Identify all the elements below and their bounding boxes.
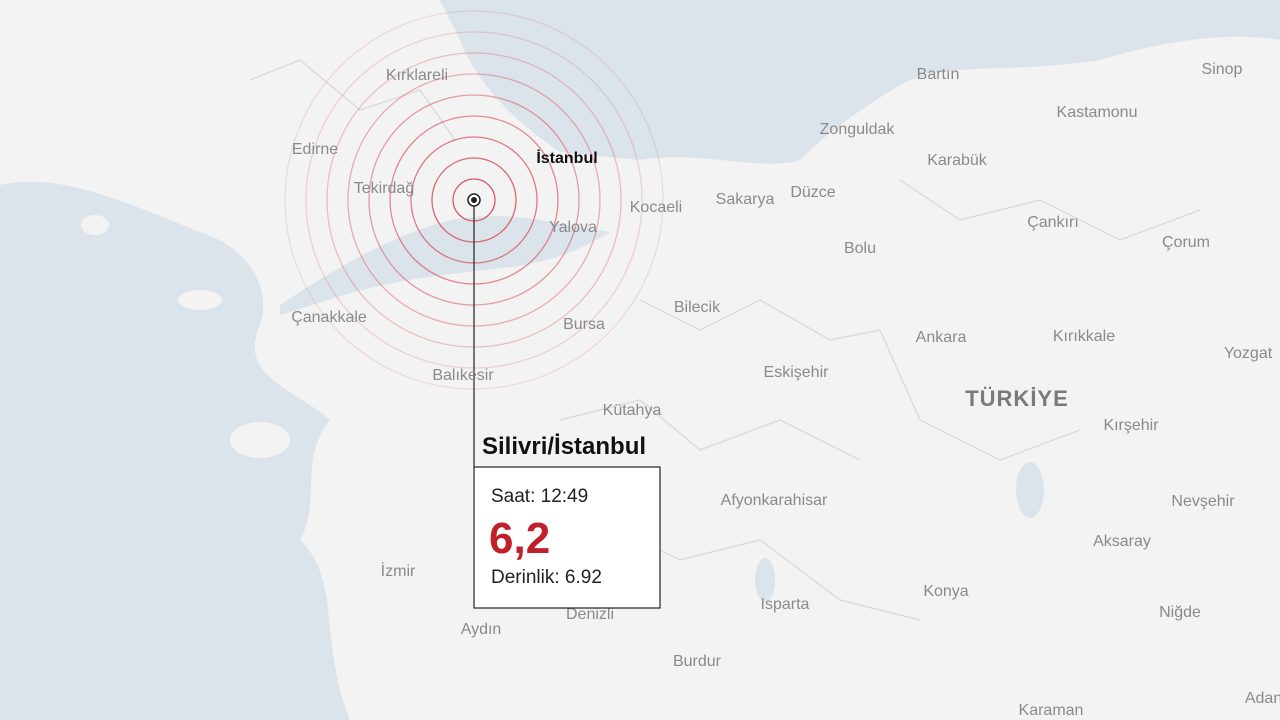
city-label: Çorum bbox=[1162, 234, 1210, 251]
city-label: Adana bbox=[1245, 690, 1280, 707]
epicenter-dot bbox=[471, 197, 477, 203]
city-label: Niğde bbox=[1159, 604, 1201, 621]
city-label: Yozgat bbox=[1224, 345, 1273, 362]
island bbox=[81, 215, 109, 235]
city-label: Bursa bbox=[563, 316, 605, 333]
epicenter-city: İstanbul bbox=[536, 149, 597, 167]
city-label: Burdur bbox=[673, 653, 722, 670]
city-label: Sinop bbox=[1202, 61, 1243, 78]
city-label: Bilecik bbox=[674, 299, 721, 316]
city-label: Eskişehir bbox=[764, 364, 830, 381]
city-label: Bartın bbox=[917, 66, 960, 83]
island bbox=[230, 422, 290, 458]
city-label: Düzce bbox=[790, 184, 835, 201]
city-label: Kırklareli bbox=[386, 67, 448, 84]
city-label: Balıkesir bbox=[432, 367, 494, 384]
city-label: Zonguldak bbox=[820, 121, 896, 138]
city-label: Aksaray bbox=[1093, 533, 1151, 550]
city-label: Isparta bbox=[761, 596, 810, 613]
marmara-sea bbox=[280, 216, 610, 315]
city-label: Kastamonu bbox=[1057, 104, 1138, 121]
island bbox=[178, 290, 222, 310]
city-label: Kütahya bbox=[603, 402, 662, 419]
callout-time: Saat: 12:49 bbox=[491, 486, 588, 507]
city-label: Nevşehir bbox=[1171, 493, 1235, 510]
callout-place: Silivri/İstanbul bbox=[482, 433, 646, 460]
lake bbox=[1016, 462, 1044, 518]
city-label: Kırıkkale bbox=[1053, 328, 1115, 345]
callout-box bbox=[473, 466, 661, 609]
city-label: Yalova bbox=[549, 219, 597, 236]
city-label: Ankara bbox=[916, 329, 967, 346]
city-label: Edirne bbox=[292, 141, 338, 158]
city-label: Çanakkale bbox=[291, 309, 367, 326]
country-label: TÜRKİYE bbox=[965, 386, 1069, 411]
city-label: Karaman bbox=[1019, 702, 1084, 719]
city-label: Aydın bbox=[461, 621, 502, 638]
city-label: Kırşehir bbox=[1103, 417, 1159, 434]
city-label: Sakarya bbox=[716, 191, 775, 208]
city-label: Afyonkarahisar bbox=[721, 492, 828, 509]
black-sea bbox=[440, 0, 1280, 164]
city-label: Çankırı bbox=[1027, 214, 1079, 231]
city-label: Tekirdağ bbox=[354, 180, 414, 197]
city-label: Denizli bbox=[566, 606, 614, 623]
city-label: Bolu bbox=[844, 240, 876, 257]
city-labels: Kırklareli Edirne Tekirdağ Yalova Kocaeli Sak… bbox=[291, 61, 1280, 719]
callout-depth: Derinlik: 6.92 bbox=[491, 567, 602, 588]
city-label: Kocaeli bbox=[630, 199, 682, 216]
city-label: Konya bbox=[923, 583, 968, 600]
city-label: İzmir bbox=[381, 561, 416, 580]
city-label: Karabük bbox=[927, 152, 988, 169]
lake bbox=[755, 558, 775, 602]
aegean-sea bbox=[0, 181, 350, 720]
callout-magnitude: 6,2 bbox=[489, 514, 550, 563]
